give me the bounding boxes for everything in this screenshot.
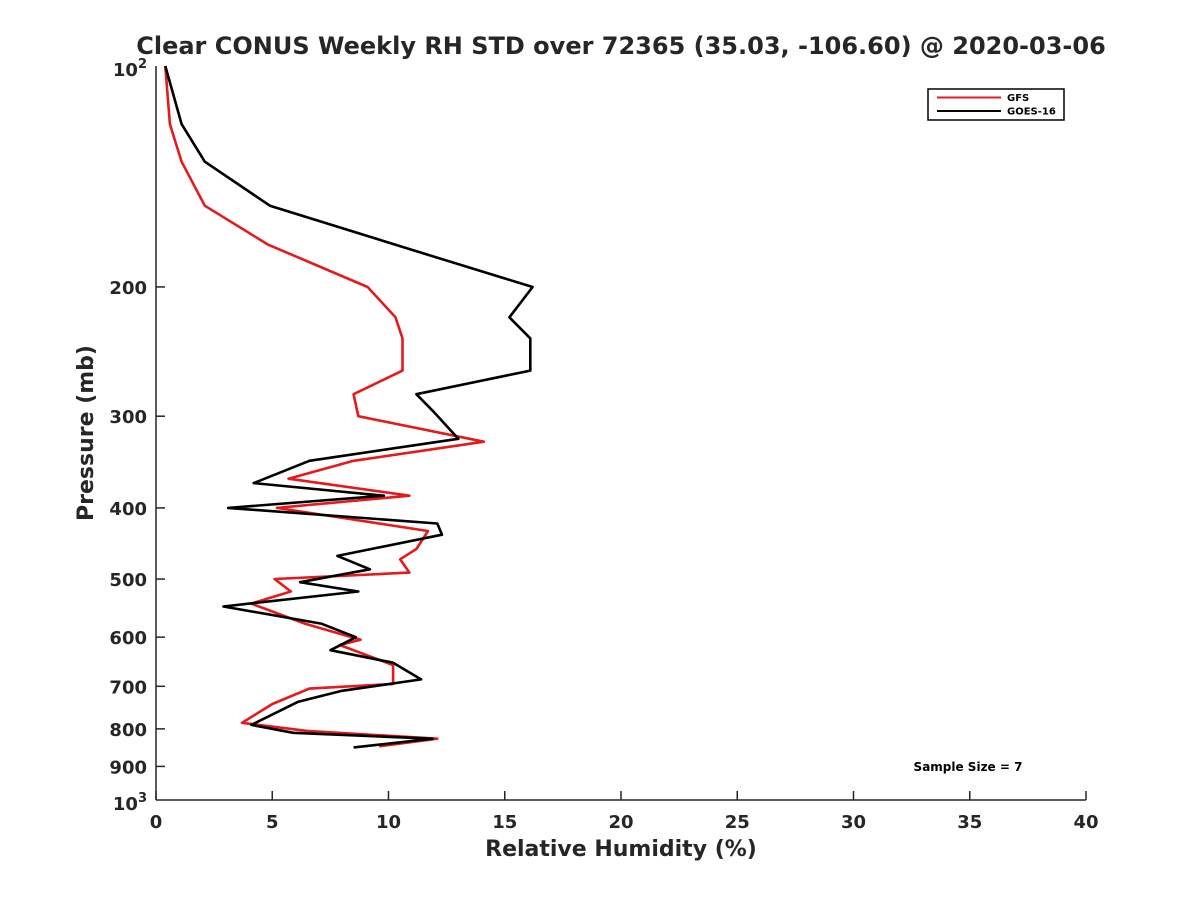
legend: GFS GOES-16 [927,88,1065,121]
y-tick-label: 800 [109,720,147,741]
y-tick-label: 103 [113,791,147,815]
y-tick-label: 102 [113,57,147,81]
x-tick-label: 5 [266,812,279,833]
y-tick-label: 500 [109,570,147,591]
x-tick-label: 40 [1073,812,1098,833]
x-tick-label: 10 [376,812,401,833]
x-axis-label: Relative Humidity (%) [485,837,757,862]
x-tick-label: 20 [608,812,633,833]
chart-title: Clear CONUS Weekly RH STD over 72365 (35… [136,32,1106,60]
y-axis-label: Pressure (mb) [74,345,99,521]
x-tick-label: 15 [492,812,517,833]
series-layer [164,65,534,749]
y-tick-label: 600 [109,628,147,649]
y-tick-label: 200 [109,278,147,299]
legend-label-goes16: GOES-16 [1007,107,1056,118]
y-tick-label: 700 [109,677,147,698]
x-tick-label: 30 [841,812,866,833]
y-tick-label: 900 [109,757,147,778]
x-tick-label: 25 [725,812,750,833]
series-line-goes16 [164,65,534,749]
x-tick-label: 0 [150,812,163,833]
y-tick-label: 300 [109,407,147,428]
legend-label-gfs: GFS [1007,93,1029,104]
x-ticks: 0 5 10 15 20 25 30 35 40 [150,791,1099,833]
y-tick-label: 400 [109,499,147,520]
legend-box [927,88,1065,121]
sample-size-annotation: Sample Size = 7 [914,760,1023,774]
plot-area: 0 5 10 15 20 25 30 35 40 200 300 400 500 600 700 800 90… [109,57,1098,833]
x-tick-label: 35 [957,812,982,833]
y-ticks: 200 300 400 500 600 700 800 900 102 103 [109,57,165,815]
